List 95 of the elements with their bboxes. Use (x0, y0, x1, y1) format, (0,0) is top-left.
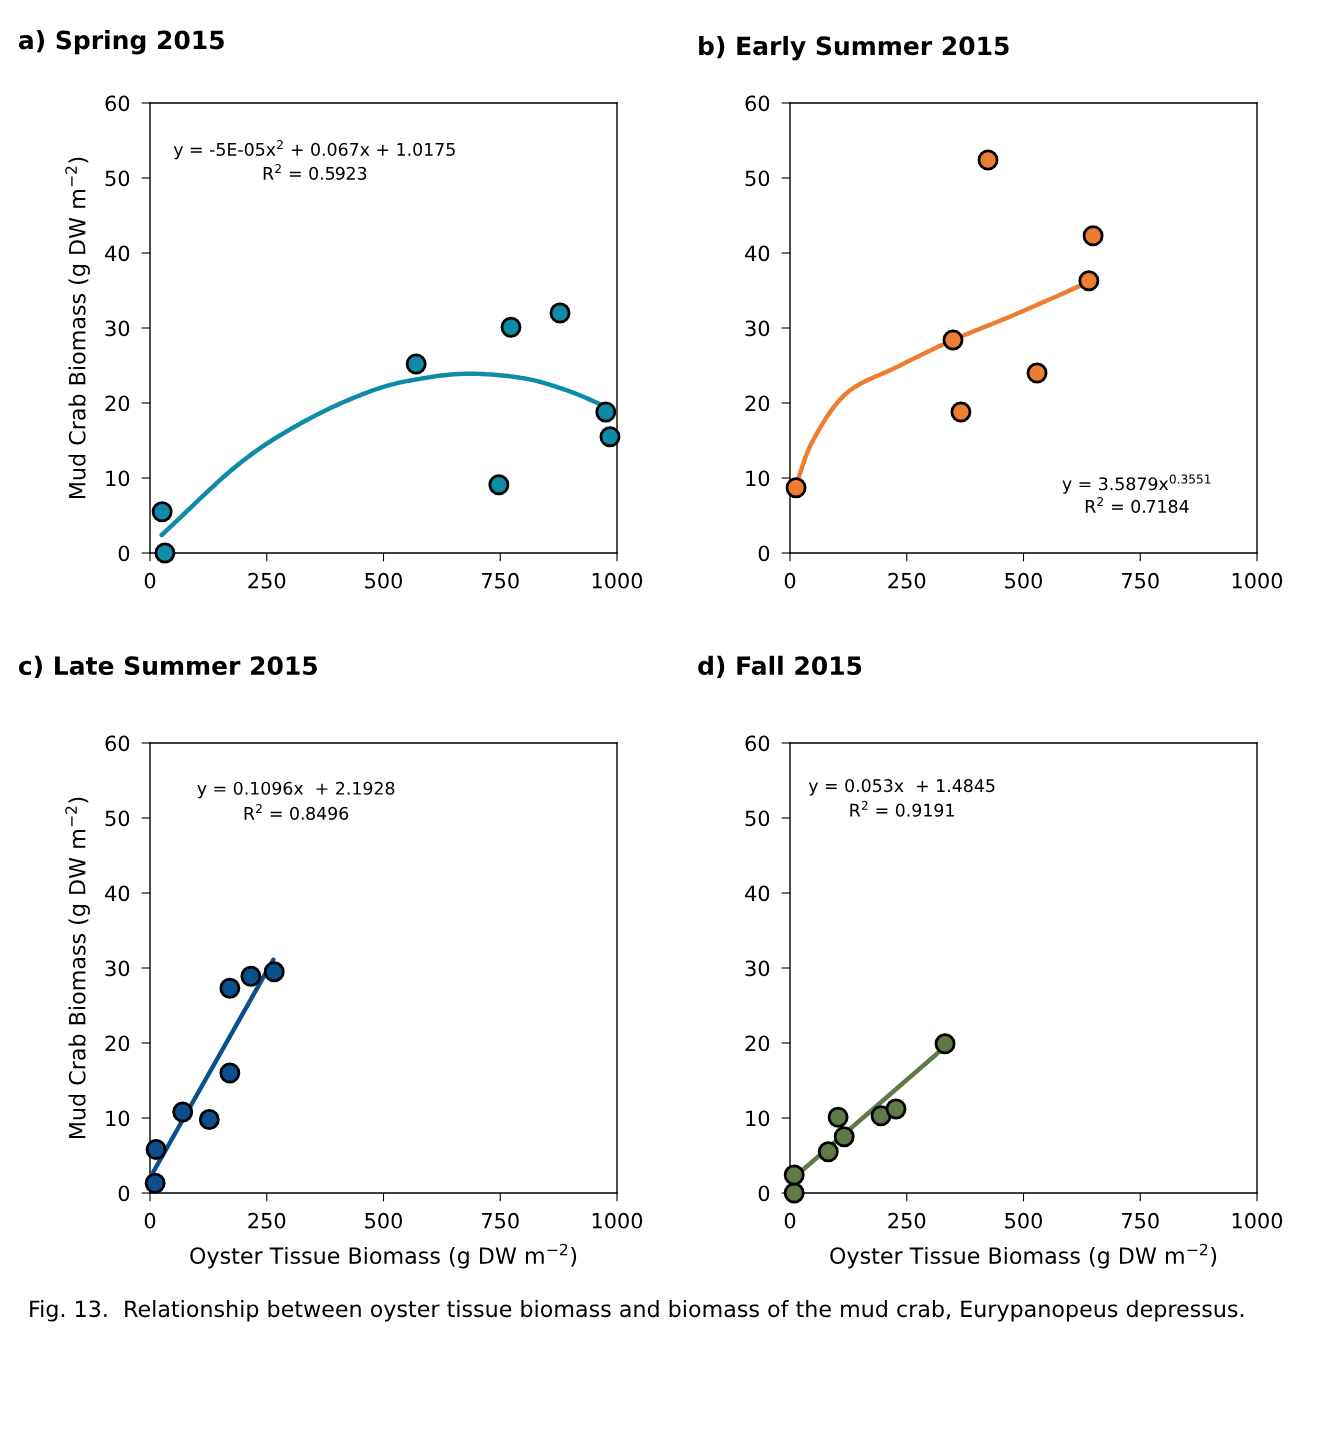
point (1026, 362, 1048, 384)
point (145, 1139, 167, 1160)
point (942, 329, 964, 351)
y-tick-label: 0 (118, 1185, 130, 1202)
x-tick-label: 750 (482, 572, 519, 589)
x-tick-label: 1000 (592, 572, 643, 589)
y-tick-label: 50 (745, 810, 770, 827)
y-tick-label: 0 (758, 1185, 770, 1202)
y-axis-title: Mud Crab Biomass (g DW m$^{−2}$) (65, 157, 90, 499)
x-tick-label: 750 (482, 1212, 519, 1229)
y-tick-label: 0 (758, 545, 770, 562)
y-tick-label: 20 (745, 1035, 770, 1052)
chart-title: b) Early Summer 2015 (699, 35, 1009, 61)
y-tick-label: 60 (105, 735, 130, 752)
x-tick-label: 250 (888, 1212, 926, 1229)
chart-title: a) Spring 2015 (18, 30, 224, 55)
annotation: R$^{2}$ = 0.9191 (850, 800, 954, 817)
point (172, 1101, 194, 1123)
point (488, 474, 510, 496)
annotation: R$^{2}$ = 0.5923 (263, 163, 367, 180)
y-tick-label: 40 (105, 885, 130, 902)
x-tick-label: 750 (1122, 572, 1159, 589)
point (950, 401, 972, 423)
x-tick-label: 0 (144, 572, 156, 589)
y-tick-label: 40 (745, 885, 770, 902)
point (549, 302, 571, 324)
y-tick-label: 0 (118, 545, 130, 562)
point (817, 1141, 839, 1163)
y-tick-label: 40 (745, 245, 770, 262)
x-tick-label: 0 (784, 572, 796, 589)
point (151, 501, 173, 523)
point (500, 316, 522, 338)
y-tick-label: 30 (105, 320, 130, 337)
point (154, 542, 176, 564)
point (785, 477, 807, 499)
point (144, 1172, 166, 1194)
point (263, 961, 285, 983)
y-tick-label: 50 (745, 170, 770, 187)
point (885, 1098, 907, 1120)
x-axis-title: Oyster Tissue Biomass (g DW m$^{−2}$) (830, 1243, 1217, 1269)
point (219, 1062, 241, 1084)
y-tick-label: 60 (745, 95, 770, 112)
y-tick-label: 10 (746, 470, 770, 487)
x-tick-label: 250 (248, 1212, 286, 1229)
x-tick-label: 250 (888, 572, 926, 589)
chart-title: d) Fall 2015 (698, 655, 862, 679)
y-tick-label: 50 (105, 170, 130, 187)
y-tick-label: 20 (105, 395, 130, 412)
point (783, 1182, 805, 1204)
caption: Fig. 13. Relationship between oyster tissue biomass and biomass of the mud crab, Eurypanopeus depressus. (30, 1300, 1244, 1322)
y-tick-label: 30 (745, 320, 770, 337)
x-tick-label: 500 (365, 572, 402, 589)
y-tick-label: 30 (745, 960, 770, 977)
point (783, 1164, 805, 1186)
annotation: y = -5E-05x$^{2}$ + 0.067x + 1.0175 (173, 140, 455, 160)
y-tick-label: 30 (105, 960, 130, 977)
point (833, 1126, 855, 1148)
x-tick-label: 1000 (1232, 572, 1283, 589)
x-tick-label: 250 (248, 572, 286, 589)
chart-title: c) Late Summer 2015 (18, 655, 317, 679)
x-tick-label: 0 (144, 1212, 156, 1229)
y-tick-label: 10 (106, 470, 130, 487)
point (599, 426, 621, 448)
annotation: y = 3.5879x$^{0.3551}$ (1062, 474, 1211, 494)
y-tick-label: 40 (105, 245, 130, 262)
point (240, 965, 262, 987)
annotation: y = 0.1096x + 2.1928 (197, 781, 395, 799)
point (1078, 270, 1100, 292)
y-tick-label: 60 (745, 735, 770, 752)
x-tick-label: 1000 (1232, 1212, 1283, 1229)
x-tick-label: 750 (1122, 1212, 1159, 1229)
point (934, 1033, 956, 1055)
x-tick-label: 500 (1005, 572, 1042, 589)
y-tick-label: 60 (105, 95, 130, 112)
x-tick-label: 0 (784, 1212, 796, 1229)
y-tick-label: 20 (105, 1035, 130, 1052)
x-tick-label: 500 (365, 1212, 402, 1229)
point (405, 353, 427, 375)
x-axis-title: Oyster Tissue Biomass (g DW m$^{−2}$) (190, 1243, 577, 1269)
y-tick-label: 20 (745, 395, 770, 412)
point (977, 149, 999, 171)
point (198, 1109, 220, 1130)
x-tick-label: 500 (1005, 1212, 1042, 1229)
x-tick-label: 1000 (592, 1212, 643, 1229)
y-tick-label: 10 (746, 1110, 770, 1127)
y-tick-label: 10 (106, 1110, 130, 1127)
point (827, 1106, 849, 1128)
point (219, 977, 241, 999)
y-axis-title: Mud Crab Biomass (g DW m$^{−2}$) (65, 797, 90, 1139)
annotation: y = 0.053x + 1.4845 (808, 779, 995, 796)
point (1082, 225, 1104, 247)
annotation: R$^{2}$ = 0.8496 (244, 803, 349, 820)
annotation: R$^{2}$ = 0.7184 (1085, 496, 1189, 513)
point (595, 401, 617, 423)
y-tick-label: 50 (105, 810, 130, 827)
